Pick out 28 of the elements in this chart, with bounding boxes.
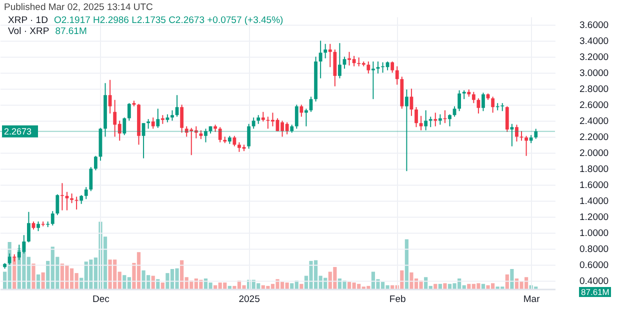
y-tick-label: 3.2000 (580, 52, 609, 64)
y-tick-label: 1.2000 (580, 212, 609, 224)
ref-line-label: 2.2673 (4, 126, 32, 136)
volume-tag: 87.61M (579, 287, 612, 297)
y-tick-label: 2.0000 (580, 148, 609, 160)
y-tick-label: 3.0000 (580, 68, 609, 80)
chart-subtitle: 87.61M (55, 26, 87, 37)
y-tick-label: 2.6000 (580, 100, 609, 112)
y-tick-label: 2.2000 (580, 132, 609, 144)
y-tick-label: 0.8000 (580, 244, 609, 256)
text: Published Mar 02, 2025 13:14 UTC (4, 2, 153, 13)
y-tick-label: 3.4000 (580, 36, 609, 48)
y-tick-label: 3.6000 (580, 20, 609, 32)
y-tick-label: 1.4000 (580, 196, 609, 208)
y-tick-label: 2.8000 (580, 84, 609, 96)
y-tick-label: 0.6000 (580, 260, 609, 272)
chart-subtitle: O2.1917 H2.2986 L2.1735 C2.2673 +0.0757 (+3.45%) (54, 15, 284, 26)
x-tick-label: 2025 (238, 294, 260, 306)
y-tick-label: 1.0000 (580, 228, 609, 240)
chart-title: XRP · 1D (8, 15, 48, 26)
y-tick-label: 1.6000 (580, 180, 609, 192)
chart-title: Vol · XRP (8, 26, 50, 37)
y-tick-label: 0.4000 (580, 276, 609, 288)
y-tick-label: 2.4000 (580, 116, 609, 128)
x-tick-label: Mar (523, 294, 540, 306)
x-tick-label: Dec (92, 294, 110, 306)
x-tick-label: Feb (389, 294, 406, 306)
y-tick-label: 1.8000 (580, 164, 609, 176)
